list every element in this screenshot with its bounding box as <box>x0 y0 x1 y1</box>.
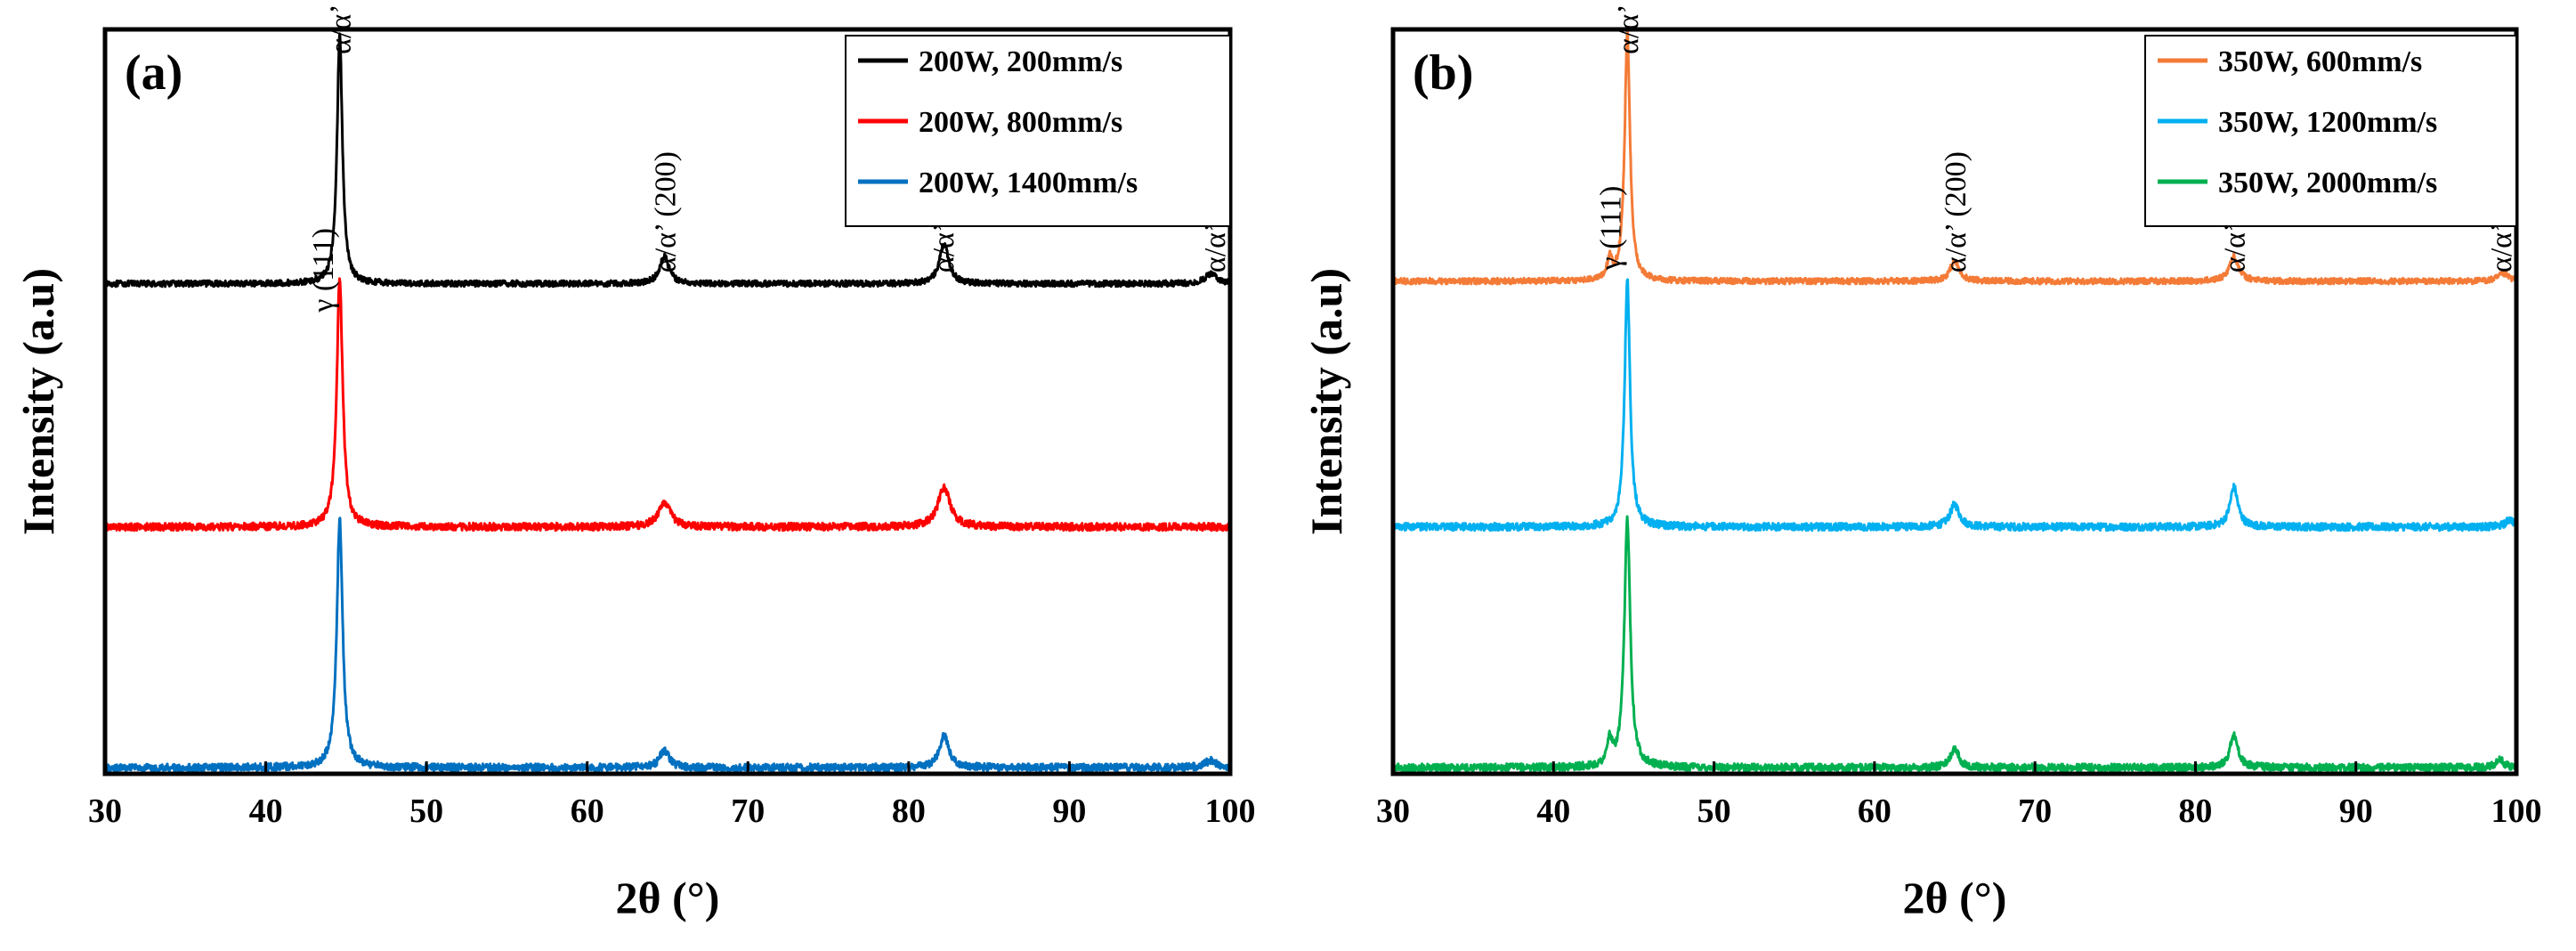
x-axis-title: 2θ (°) <box>616 873 720 923</box>
x-tick-label: 70 <box>731 792 765 830</box>
x-tick-label: 90 <box>2339 792 2373 830</box>
chart-panel-a: 30 40 50 60 70 80 90 100 2θ (°) Intensity (a.u) (a… <box>13 0 1256 923</box>
x-tick-label: 90 <box>1052 792 1086 830</box>
legend: 350W, 600mm/s 350W, 1200mm/s 350W, 2000mm/… <box>2144 35 2517 227</box>
peak-annotation: α/α’ (110) <box>325 0 358 54</box>
peak-annotation: α/α’ (200) <box>1940 151 1973 272</box>
x-tick-label: 100 <box>1205 792 1256 830</box>
series-line-3 <box>1392 515 2518 773</box>
series-line-2 <box>1391 278 2518 532</box>
chart-panel-b: 30 40 50 60 70 80 90 100 2θ (°) Intensity (a.u) (b… <box>1301 0 2542 923</box>
series-line-2 <box>103 277 1232 532</box>
legend-entry: 350W, 600mm/s <box>2218 45 2422 78</box>
x-tick-label: 60 <box>1858 792 1891 830</box>
panel-label: (a) <box>125 45 182 101</box>
x-tick-label: 80 <box>892 792 926 830</box>
x-tick-label: 40 <box>1536 792 1570 830</box>
x-tick-label: 60 <box>571 792 604 830</box>
series-line-3 <box>103 516 1232 773</box>
series-line-1 <box>104 32 1232 289</box>
peak-annotation: γ (111) <box>1594 186 1627 272</box>
legend-entry: 200W, 200mm/s <box>919 45 1122 78</box>
x-tick-label: 40 <box>249 792 283 830</box>
x-tick-label: 30 <box>88 792 122 830</box>
legend-entry: 200W, 800mm/s <box>919 106 1122 139</box>
plot-frame <box>102 27 1233 776</box>
series-line-1 <box>1391 29 2517 286</box>
legend-box <box>2144 35 2517 227</box>
x-tick-label: 30 <box>1376 792 1410 830</box>
y-axis-title: Intensity (a.u) <box>1301 268 1351 535</box>
x-tick-label: 50 <box>409 792 443 830</box>
x-axis-title: 2θ (°) <box>1903 873 2007 923</box>
peak-annotation: α/α’ (110) <box>1612 0 1645 54</box>
panel-label: (b) <box>1413 45 1473 101</box>
x-tick-label: 70 <box>2018 792 2052 830</box>
legend-entry: 350W, 1200mm/s <box>2218 106 2437 139</box>
legend-entry: 350W, 2000mm/s <box>2218 167 2437 199</box>
x-tick-label: 50 <box>1697 792 1731 830</box>
legend-box <box>845 35 1231 227</box>
x-tick-label: 100 <box>2491 792 2542 830</box>
peak-annotation: α/α’ (200) <box>649 151 682 272</box>
y-axis-title: Intensity (a.u) <box>13 268 63 535</box>
legend: 200W, 200mm/s 200W, 800mm/s 200W, 1400mm/s <box>845 35 1231 227</box>
plot-frame <box>1390 27 2519 776</box>
peak-annotation: γ (111) <box>307 228 340 313</box>
legend-entry: 200W, 1400mm/s <box>919 167 1138 199</box>
x-tick-label: 80 <box>2178 792 2212 830</box>
